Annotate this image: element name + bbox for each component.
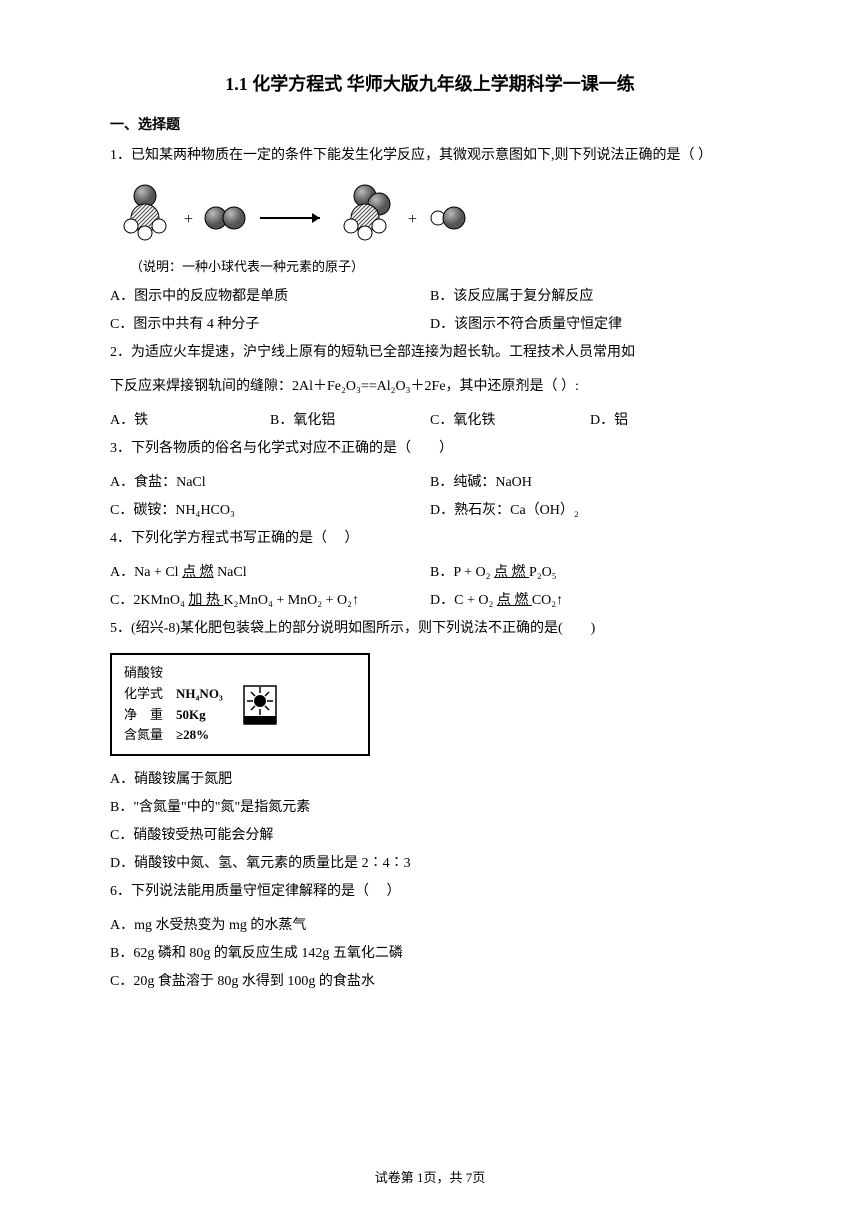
- q5-option-d: D．硝酸铵中氮、氢、氧元素的质量比是 2∶4∶3: [110, 850, 750, 878]
- svg-text:+: +: [408, 211, 417, 228]
- q4b-pre: B．P + O₂: [430, 565, 494, 580]
- section-header: 一、选择题: [110, 114, 750, 134]
- label-weight-key: 净 重: [124, 707, 163, 722]
- q3-option-a: A．食盐：NaCl: [110, 469, 430, 497]
- q4d-cond: 点 燃: [497, 593, 532, 608]
- reaction-diagram: + +: [110, 178, 530, 248]
- q3-options: A．食盐：NaCl B．纯碱：NaOH C．碳铵：NH₄HCO₃ D．熟石灰：C…: [110, 469, 750, 525]
- q4c-post: K₂MnO₄ + MnO₂ + O₂↑: [223, 593, 359, 608]
- q5-stem: 5．(绍兴-8)某化肥包装袋上的部分说明如图所示，则下列说法不正确的是( ): [110, 615, 750, 643]
- q3-stem: 3．下列各物质的俗名与化学式对应不正确的是（ ）: [110, 435, 750, 463]
- label-text: 硝酸铵 化学式 NH₄NO₃ 净 重 50Kg 含氮量 ≥28%: [124, 663, 223, 746]
- q4d-post: CO₂↑: [532, 593, 563, 608]
- q4-option-d: D．C + O₂ 点 燃 CO₂↑: [430, 587, 750, 615]
- q1-option-d: D．该图示不符合质量守恒定律: [430, 311, 750, 339]
- q4c-cond: 加 热: [188, 593, 223, 608]
- q1-caption: （说明：一种小球代表一种元素的原子）: [130, 256, 750, 275]
- q4-option-b: B．P + O₂ 点 燃 P₂O₅: [430, 559, 750, 587]
- q2-stem2: 下反应来焊接钢轨间的缝隙：2Al＋Fe₂O₃==Al₂O₃＋2Fe，其中还原剂是…: [110, 373, 750, 401]
- q4d-pre: D．C + O₂: [430, 593, 497, 608]
- q1-stem: 1．已知某两种物质在一定的条件下能发生化学反应，其微观示意图如下,则下列说法正确…: [110, 142, 750, 170]
- q4a-pre: A．Na + Cl: [110, 565, 182, 580]
- q3-option-b: B．纯碱：NaOH: [430, 469, 750, 497]
- q1-options: A．图示中的反应物都是单质 B．该反应属于复分解反应 C．图示中共有 4 种分子…: [110, 283, 750, 339]
- q4b-post: P₂O₅: [529, 565, 557, 580]
- q2-options: A．铁 B．氧化铝 C．氧化铁 D．铝: [110, 407, 750, 435]
- q1-option-a: A．图示中的反应物都是单质: [110, 283, 430, 311]
- q5-option-a: A．硝酸铵属于氮肥: [110, 766, 750, 794]
- label-formula: NH₄NO₃: [176, 686, 223, 701]
- label-nitrogen: ≥28%: [176, 727, 209, 742]
- q5-option-b: B．"含氮量"中的"氮"是指氮元素: [110, 794, 750, 822]
- q6-stem: 6．下列说法能用质量守恒定律解释的是（ ）: [110, 878, 750, 906]
- q4-stem: 4．下列化学方程式书写正确的是（ ）: [110, 525, 750, 553]
- q4c-pre: C．2KMnO₄: [110, 593, 188, 608]
- label-nitrogen-key: 含氮量: [124, 727, 163, 742]
- sun-icon: [243, 685, 277, 725]
- q6-option-b: B．62g 磷和 80g 的氧反应生成 142g 五氧化二磷: [110, 940, 750, 968]
- q6-option-a: A．mg 水受热变为 mg 的水蒸气: [110, 912, 750, 940]
- fertilizer-label: 硝酸铵 化学式 NH₄NO₃ 净 重 50Kg 含氮量 ≥28%: [110, 653, 370, 756]
- q4a-cond: 点 燃: [182, 565, 214, 580]
- q6-option-c: C．20g 食盐溶于 80g 水得到 100g 的食盐水: [110, 968, 750, 996]
- q4-option-a: A．Na + Cl 点 燃 NaCl: [110, 559, 430, 587]
- q4-options: A．Na + Cl 点 燃 NaCl B．P + O₂ 点 燃 P₂O₅ C．2…: [110, 559, 750, 615]
- label-formula-key: 化学式: [124, 686, 163, 701]
- q1-option-b: B．该反应属于复分解反应: [430, 283, 750, 311]
- q4-option-c: C．2KMnO₄ 加 热 K₂MnO₄ + MnO₂ + O₂↑: [110, 587, 430, 615]
- q4a-post: NaCl: [214, 565, 247, 580]
- q1-diagram: + +: [110, 178, 750, 248]
- q2-option-b: B．氧化铝: [270, 407, 430, 435]
- q2-option-d: D．铝: [590, 407, 750, 435]
- page-title: 1.1 化学方程式 华师大版九年级上学期科学一课一练: [110, 70, 750, 96]
- page-footer: 试卷第 1页，共 7页: [0, 1167, 860, 1186]
- q2-option-a: A．铁: [110, 407, 270, 435]
- q2-option-c: C．氧化铁: [430, 407, 590, 435]
- q1-option-c: C．图示中共有 4 种分子: [110, 311, 430, 339]
- label-weight: 50Kg: [176, 707, 206, 722]
- label-name: 硝酸铵: [124, 663, 223, 684]
- q4b-cond: 点 燃: [494, 565, 529, 580]
- q2-stem1: 2．为适应火车提速，沪宁线上原有的短轨已全部连接为超长轨。工程技术人员常用如: [110, 339, 750, 367]
- svg-text:+: +: [184, 211, 193, 228]
- q5-option-c: C．硝酸铵受热可能会分解: [110, 822, 750, 850]
- q3-option-d: D．熟石灰：Ca（OH）₂: [430, 497, 750, 525]
- q3-option-c: C．碳铵：NH₄HCO₃: [110, 497, 430, 525]
